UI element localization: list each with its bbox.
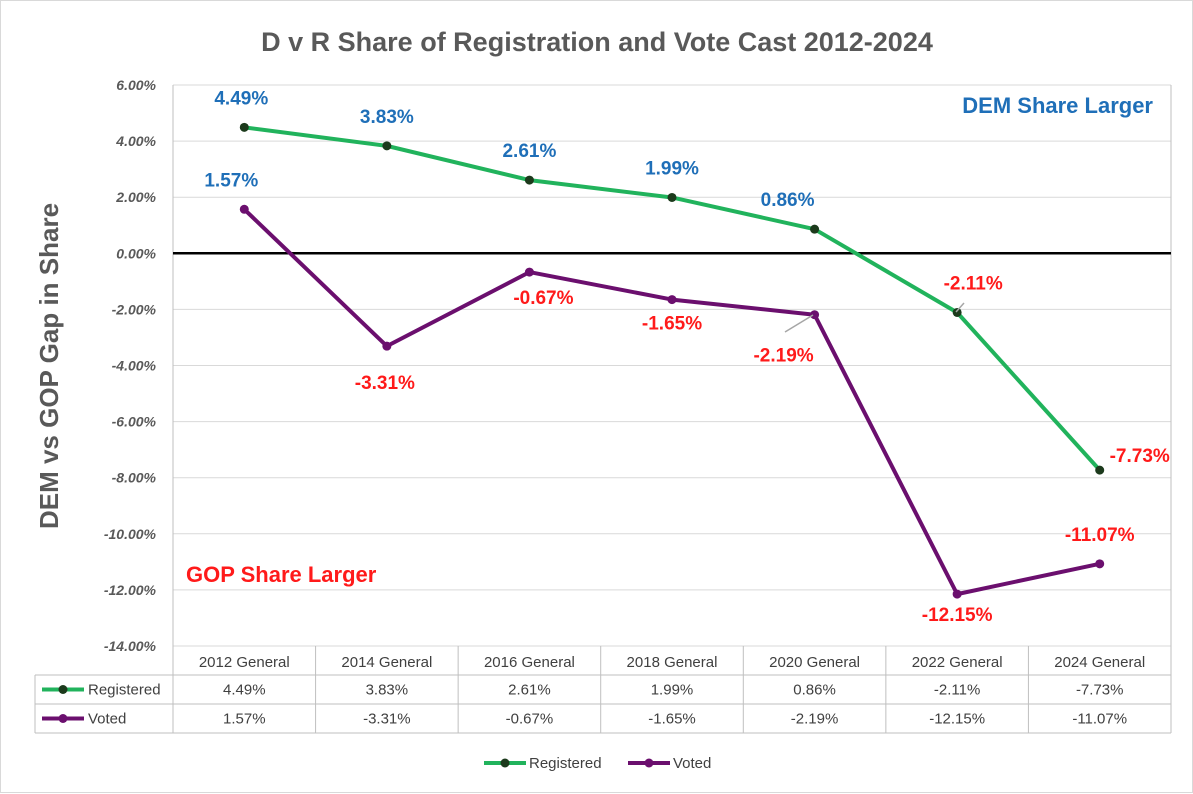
category-label: 2022 General [912, 654, 1003, 671]
data-label: 2.61% [502, 141, 556, 162]
table-legend-marker [58, 685, 68, 694]
data-point [952, 307, 962, 317]
data-point [667, 295, 677, 305]
table-cell-value: -0.67% [506, 711, 554, 728]
legend-marker [500, 758, 510, 768]
table-cell-value: -12.15% [929, 711, 985, 728]
data-label: -12.15% [922, 605, 993, 626]
gop-share-larger-annotation: GOP Share Larger [186, 562, 377, 587]
table-cell-value: -2.19% [791, 711, 839, 728]
data-label: -0.67% [513, 288, 573, 309]
series-lines [173, 122, 1171, 599]
legend-marker [644, 758, 654, 768]
y-axis-ticks: 6.00% 4.00% 2.00% 0.00% -2.00% -4.00% -6.00% -8… [104, 77, 157, 654]
table-cell-value: -2.11% [934, 682, 980, 699]
table-cell-value: -1.65% [648, 711, 696, 728]
table-legend-marker [58, 714, 68, 723]
legend-label: Voted [673, 755, 711, 772]
data-point [382, 341, 392, 351]
y-tick-label: -12.00% [104, 582, 157, 598]
data-label: 3.83% [360, 107, 414, 128]
data-point [1095, 559, 1105, 569]
data-point [667, 192, 677, 202]
data-point [524, 175, 534, 185]
dem-share-larger-annotation: DEM Share Larger [962, 93, 1153, 118]
data-label: -2.11% [944, 273, 1003, 294]
y-tick-label: 4.00% [115, 133, 156, 149]
table-series-name: Voted [88, 711, 126, 728]
data-label: 1.57% [204, 170, 258, 191]
category-label: 2014 General [341, 654, 432, 671]
table-cell-value: -3.31% [363, 711, 411, 728]
table-cell-value: 1.57% [223, 711, 266, 728]
y-tick-label: -4.00% [112, 358, 157, 374]
y-tick-label: 2.00% [115, 189, 156, 205]
data-label: 0.86% [761, 190, 815, 211]
table-cell-value: -7.73% [1076, 682, 1124, 699]
data-point [239, 204, 249, 214]
data-label: -3.31% [355, 373, 415, 394]
category-label: 2012 General [199, 654, 290, 671]
y-tick-label: 0.00% [116, 245, 156, 261]
data-label: -11.07% [1065, 525, 1135, 546]
table-series-name: Registered [88, 682, 161, 699]
category-label: 2020 General [769, 654, 860, 671]
legend: Registered Voted [484, 755, 711, 772]
category-label: 2016 General [484, 654, 575, 671]
table-cell-value: 1.99% [651, 682, 694, 699]
data-point [810, 310, 820, 320]
table-cell-value: -11.07% [1072, 711, 1127, 728]
table-cell-value: 3.83% [366, 682, 409, 699]
data-point [810, 224, 820, 234]
label-leader-line [955, 302, 965, 313]
data-labels: 4.49% 3.83% 2.61% 1.99% 0.86% -2.11% -7.73% 1.5… [204, 88, 1170, 626]
data-label: -2.19% [753, 346, 813, 367]
data-point [952, 589, 962, 599]
category-label: 2024 General [1054, 654, 1145, 671]
data-point [239, 122, 249, 132]
table-cell-value: 4.49% [223, 682, 266, 699]
data-label: -1.65% [642, 314, 702, 335]
y-tick-label: -10.00% [104, 526, 157, 542]
y-tick-label: -8.00% [112, 470, 157, 486]
data-point [524, 267, 534, 277]
category-label: 2018 General [627, 654, 718, 671]
table-cell-value: 0.86% [793, 682, 836, 699]
data-point [1095, 465, 1105, 475]
y-tick-label: 6.00% [116, 77, 156, 93]
y-tick-label: -14.00% [104, 638, 157, 654]
data-point [382, 141, 392, 151]
y-tick-label: -6.00% [112, 414, 157, 430]
y-axis-label: DEM vs GOP Gap in Share [34, 203, 64, 529]
data-label: 4.49% [214, 88, 268, 109]
data-label: 1.99% [645, 158, 699, 179]
label-leader-line [784, 314, 814, 333]
y-tick-label: -2.00% [112, 301, 157, 317]
legend-label: Registered [529, 755, 602, 772]
data-label: -7.73% [1110, 446, 1170, 467]
data-table: 2012 General 2014 General 2016 General 2018… [34, 85, 1172, 734]
chart-title: D v R Share of Registration and Vote Cas… [261, 27, 933, 57]
table-cell-value: 2.61% [508, 682, 551, 699]
series-line-voted [242, 207, 1101, 597]
